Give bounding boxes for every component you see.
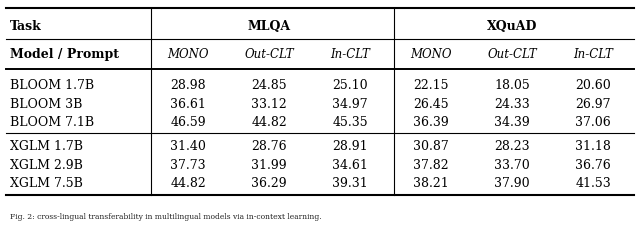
Text: MONO: MONO [167, 48, 209, 61]
Text: 34.97: 34.97 [332, 98, 368, 111]
Text: Fig. 2: cross-lingual transferability in multilingual models via in-context lear: Fig. 2: cross-lingual transferability in… [10, 213, 321, 221]
Text: XQuAD: XQuAD [487, 20, 537, 33]
Text: 26.97: 26.97 [575, 98, 611, 111]
Text: 24.33: 24.33 [494, 98, 530, 111]
Text: 37.06: 37.06 [575, 116, 611, 129]
Text: Model / Prompt: Model / Prompt [10, 48, 118, 61]
Text: In-CLT: In-CLT [573, 48, 613, 61]
Text: XGLM 7.5B: XGLM 7.5B [10, 177, 83, 190]
Text: 31.18: 31.18 [575, 140, 611, 153]
Text: 37.90: 37.90 [494, 177, 530, 190]
Text: 31.99: 31.99 [252, 159, 287, 172]
Text: 28.76: 28.76 [252, 140, 287, 153]
Text: 41.53: 41.53 [575, 177, 611, 190]
Text: BLOOM 3B: BLOOM 3B [10, 98, 82, 111]
Text: 44.82: 44.82 [251, 116, 287, 129]
Text: 24.85: 24.85 [252, 79, 287, 92]
Text: 46.59: 46.59 [170, 116, 206, 129]
Text: 38.21: 38.21 [413, 177, 449, 190]
Text: In-CLT: In-CLT [330, 48, 370, 61]
Text: 18.05: 18.05 [494, 79, 530, 92]
Text: 33.70: 33.70 [494, 159, 530, 172]
Text: 34.39: 34.39 [494, 116, 530, 129]
Text: 45.35: 45.35 [332, 116, 368, 129]
Text: 25.10: 25.10 [332, 79, 368, 92]
Text: 31.40: 31.40 [170, 140, 206, 153]
Text: 28.91: 28.91 [332, 140, 368, 153]
Text: 37.73: 37.73 [170, 159, 206, 172]
Text: 20.60: 20.60 [575, 79, 611, 92]
Text: MONO: MONO [410, 48, 452, 61]
Text: 39.31: 39.31 [332, 177, 368, 190]
Text: Out-CLT: Out-CLT [244, 48, 294, 61]
Text: MLQA: MLQA [248, 20, 291, 33]
Text: BLOOM 1.7B: BLOOM 1.7B [10, 79, 93, 92]
Text: 36.61: 36.61 [170, 98, 206, 111]
Text: 22.15: 22.15 [413, 79, 449, 92]
Text: 44.82: 44.82 [170, 177, 206, 190]
Text: 36.76: 36.76 [575, 159, 611, 172]
Text: Out-CLT: Out-CLT [487, 48, 537, 61]
Text: 28.98: 28.98 [170, 79, 206, 92]
Text: 26.45: 26.45 [413, 98, 449, 111]
Text: 34.61: 34.61 [332, 159, 368, 172]
Text: 37.82: 37.82 [413, 159, 449, 172]
Text: 30.87: 30.87 [413, 140, 449, 153]
Text: 36.29: 36.29 [252, 177, 287, 190]
Text: 28.23: 28.23 [494, 140, 530, 153]
Text: XGLM 2.9B: XGLM 2.9B [10, 159, 83, 172]
Text: Task: Task [10, 20, 42, 33]
Text: XGLM 1.7B: XGLM 1.7B [10, 140, 83, 153]
Text: BLOOM 7.1B: BLOOM 7.1B [10, 116, 93, 129]
Text: 33.12: 33.12 [251, 98, 287, 111]
Text: 36.39: 36.39 [413, 116, 449, 129]
